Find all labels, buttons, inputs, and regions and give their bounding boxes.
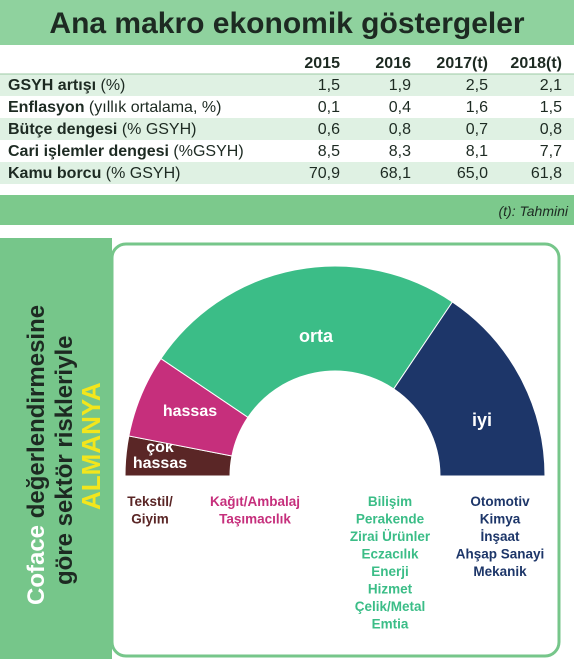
side-country: ALMANYA: [76, 382, 106, 510]
row-label: Kamu borcu (% GSYH): [8, 165, 180, 182]
sector-name: İnşaat: [480, 529, 520, 544]
sector-name: Otomotiv: [470, 494, 530, 509]
cell-value: 65,0: [457, 165, 488, 182]
side-panel: [0, 238, 112, 659]
cell-value: 0,8: [540, 121, 562, 138]
cell-value: 8,3: [389, 143, 411, 160]
title-bar: [0, 0, 574, 45]
side-highlight: Coface: [23, 525, 50, 605]
cell-value: 1,9: [389, 77, 411, 94]
side-text: Coface değerlendirmesine göre sektör ris…: [23, 305, 106, 605]
sector-name: Emtia: [372, 617, 409, 632]
gauge-segment: [393, 301, 546, 477]
row-unit: (%): [100, 77, 125, 94]
row-label: GSYH artışı (%): [8, 77, 125, 94]
cell-value: 0,1: [318, 99, 340, 116]
cell-value: 0,8: [389, 121, 411, 138]
column-header: 2015: [304, 55, 340, 72]
row-unit: (yıllık ortalama, %): [89, 99, 221, 116]
cell-value: 61,8: [531, 165, 562, 182]
segment-label: hassas: [133, 455, 187, 472]
cell-value: 2,1: [540, 77, 562, 94]
cell-value: 8,5: [318, 143, 340, 160]
table-row-bg: [0, 74, 574, 96]
column-header: 2016: [375, 55, 411, 72]
note-bar: [0, 195, 574, 225]
table-row-bg: [0, 118, 574, 140]
row-label: Bütçe dengesi (% GSYH): [8, 121, 196, 138]
row-label: Enflasyon (yıllık ortalama, %): [8, 99, 221, 116]
row-unit: (%GSYH): [173, 143, 243, 160]
row-name: GSYH artışı: [8, 77, 96, 94]
sector-name: Giyim: [131, 512, 169, 527]
row-label: Cari işlemler dengesi (%GSYH): [8, 143, 244, 160]
row-name: Bütçe dengesi: [8, 121, 117, 138]
title: Ana makro ekonomik göstergeler: [49, 7, 524, 40]
row-unit: (% GSYH): [106, 165, 181, 182]
cell-value: 70,9: [309, 165, 340, 182]
cell-value: 0,6: [318, 121, 340, 138]
cell-value: 1,6: [466, 99, 488, 116]
sector-name: Tekstil/: [127, 494, 173, 509]
cell-value: 68,1: [380, 165, 411, 182]
segment-label: hassas: [163, 403, 217, 420]
sector-name: Perakende: [356, 512, 425, 527]
side-line1: Coface değerlendirmesine: [23, 305, 50, 605]
sector-name: Çelik/Metal: [355, 599, 426, 614]
column-header: 2018(t): [510, 55, 562, 72]
sector-name: Bilişim: [368, 494, 412, 509]
side-line1-rest: değerlendirmesine: [23, 305, 50, 518]
segment-label: iyi: [472, 410, 492, 430]
sector-name: Enerji: [371, 564, 409, 579]
cell-value: 0,7: [466, 121, 488, 138]
cell-value: 8,1: [466, 143, 488, 160]
table-row-bg: [0, 140, 574, 162]
row-name: Cari işlemler dengesi: [8, 143, 169, 160]
sector-name: Taşımacılık: [219, 512, 291, 527]
sector-name: Hizmet: [368, 582, 413, 597]
cell-value: 1,5: [318, 77, 340, 94]
row-unit: (% GSYH): [122, 121, 197, 138]
cell-value: 1,5: [540, 99, 562, 116]
cell-value: 7,7: [540, 143, 562, 160]
column-header: 2017(t): [436, 55, 488, 72]
cell-value: 0,4: [389, 99, 411, 116]
table-row-bg: [0, 96, 574, 118]
row-name: Enflasyon: [8, 99, 84, 116]
row-name: Kamu borcu: [8, 165, 101, 182]
sector-name: Zirai Ürünler: [350, 529, 431, 544]
gauge-segment: [160, 265, 454, 418]
note: (t): Tahmini: [498, 203, 568, 219]
side-line2: göre sektör riskleriyle: [51, 336, 78, 585]
sector-name: Kimya: [480, 512, 521, 527]
sector-name: Ahşap Sanayi: [456, 547, 545, 562]
segment-label: orta: [299, 326, 334, 346]
sector-name: Kağıt/Ambalaj: [210, 494, 300, 509]
table-row-bg: [0, 162, 574, 184]
cell-value: 2,5: [466, 77, 488, 94]
sector-name: Mekanik: [473, 564, 527, 579]
sector-name: Eczacılık: [361, 547, 419, 562]
